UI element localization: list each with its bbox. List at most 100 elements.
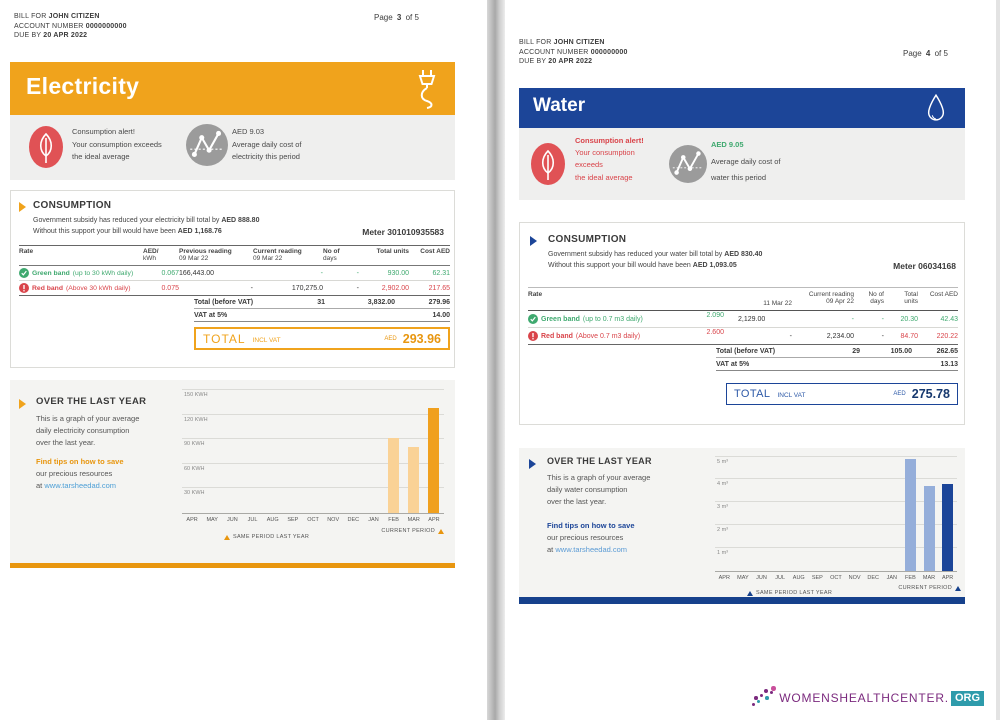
gridline: 2 m³	[715, 524, 957, 533]
of-label: of	[405, 13, 413, 22]
green-curr-reading: -	[320, 269, 323, 277]
account-label: ACCOUNT NUMBER	[14, 22, 84, 30]
col-units: Total units	[376, 248, 409, 255]
page-indicator: Page 3 of 5	[374, 13, 419, 22]
legend-current-label: CURRENT PERIOD	[898, 585, 952, 591]
without-line: Without this support your bill would hav…	[548, 262, 737, 269]
green-band-desc: (up to 0.7 m3 daily)	[582, 315, 643, 323]
x-axis-label: AUG	[266, 517, 279, 523]
alert-line3: the ideal average	[72, 152, 130, 161]
gridline: 30 KWH	[182, 487, 444, 496]
total-units: 3,832.00	[367, 298, 395, 306]
consumption-title: CONSUMPTION	[548, 234, 627, 245]
red-days: -	[881, 332, 884, 340]
chart-description: This is a graph of your average daily el…	[36, 413, 186, 450]
red-rate: 2.600	[706, 329, 724, 336]
col-days-2: days	[323, 255, 337, 262]
legend-current-period: CURRENT PERIOD	[381, 528, 444, 534]
chart-bar-mar	[408, 447, 420, 513]
section-marker-icon	[529, 459, 536, 469]
y-tick-label: 5 m³	[717, 458, 728, 465]
avg-cost-amount: AED 9.03	[232, 127, 265, 136]
green-cost: 42.43	[940, 315, 958, 323]
x-axis-label: FEB	[388, 517, 399, 523]
x-axis-label: MAY	[737, 575, 749, 581]
womenshealthcenter-logo: WOMENSHEALTHCENTER. ORG	[751, 686, 984, 710]
x-axis-label: APR	[718, 575, 730, 581]
x-axis-label: MAY	[206, 517, 218, 523]
col-days: No of	[323, 248, 340, 255]
electricity-chart-xaxis: APR MAY JUN JUL AUG SEP OCT NOV DEC JAN FEB MAR APR	[182, 517, 444, 523]
red-band-row: Red band (Above 30 kWh daily) 0.075 - 17…	[19, 281, 450, 296]
legend-current-period: CURRENT PERIOD	[898, 585, 961, 591]
legend-last-year: SAME PERIOD LAST YEAR	[224, 534, 309, 540]
legend-last-year: SAME PERIOD LAST YEAR	[747, 590, 832, 596]
alert-circle-icon	[19, 283, 29, 293]
water-consumption-section: CONSUMPTION Government subsidy has reduc…	[519, 222, 965, 425]
currency-label: AED	[384, 335, 397, 342]
col-curr-date: 09 Apr 22	[826, 298, 854, 305]
y-tick-label: 120 KWH	[184, 416, 208, 423]
without-text: Without this support your bill would hav…	[33, 228, 176, 235]
x-axis-label: JUL	[775, 575, 786, 581]
col-curr: Current reading	[808, 291, 854, 298]
meter-number: Meter 301010935583	[362, 227, 444, 237]
x-axis-label: DEC	[347, 517, 360, 523]
section-marker-icon	[19, 399, 26, 409]
tips-line3: at www.tarsheedad.com	[547, 545, 627, 554]
col-units: Total	[904, 291, 918, 298]
customer-name: JOHN CITIZEN	[553, 39, 605, 46]
subsidy-line: Government subsidy has reduced your elec…	[33, 217, 259, 224]
red-units: 84.70	[900, 332, 918, 340]
account-number: 0000000000	[85, 22, 127, 30]
grand-total-amount: 293.96	[402, 331, 441, 346]
col-prev-date: 09 Mar 22	[179, 255, 209, 262]
subsidy-line: Government subsidy has reduced your wate…	[548, 251, 762, 258]
total-days: 29	[852, 347, 860, 355]
electricity-banner: Electricity	[10, 62, 455, 115]
red-units: 2,902.00	[381, 284, 409, 292]
due-label: DUE BY	[519, 58, 547, 65]
tarsheed-link[interactable]: www.tarsheedad.com	[555, 545, 628, 554]
red-cost: 220.22	[936, 332, 958, 340]
col-curr-date: 09 Mar 22	[253, 255, 283, 262]
chart-bar-feb	[904, 458, 916, 571]
electricity-chart: 150 KWH 120 KWH 90 KWH 60 KWH 30 KWH APR MAY J…	[182, 386, 448, 546]
without-line: Without this support your bill would hav…	[33, 228, 222, 235]
y-tick-label: 150 KWH	[184, 392, 208, 399]
legend-last-year-label: SAME PERIOD LAST YEAR	[756, 590, 833, 596]
tips-at: at	[36, 481, 43, 490]
y-tick-label: 90 KWH	[184, 441, 205, 448]
tips-line2: our precious resources	[36, 469, 113, 478]
y-tick-label: 1 m³	[717, 550, 728, 557]
consumption-alert-strip: Consumption alert! Your consumption exce…	[519, 128, 965, 200]
tarsheed-link[interactable]: www.tarsheedad.com	[44, 481, 117, 490]
x-axis-label: SEP	[811, 575, 823, 581]
due-date: 20 APR 2022	[548, 58, 593, 65]
x-axis-label: SEP	[287, 517, 299, 523]
gridline: 4 m³	[715, 478, 957, 487]
green-units: 20.30	[900, 315, 918, 323]
red-cost: 217.65	[428, 284, 450, 292]
consumption-title: CONSUMPTION	[33, 200, 112, 211]
green-cost: 62.31	[432, 269, 450, 277]
consumption-alert-strip: Consumption alert! Your consumption exce…	[10, 115, 455, 180]
bill-header: BILL FOR JOHN CITIZEN ACCOUNT NUMBER 000…	[14, 12, 127, 41]
currency-label: AED	[893, 391, 906, 397]
vat-label: VAT at 5%	[194, 311, 228, 319]
of-label: of	[934, 49, 942, 58]
water-chart: 5 m³ 4 m³ 3 m³ 2 m³ 1 m³ APR MAY JUN JUL AUG SEP O…	[715, 452, 961, 602]
col-days-2: days	[870, 298, 884, 305]
tips-headline: Find tips on how to save	[547, 521, 635, 530]
gridline: 60 KWH	[182, 462, 444, 472]
red-band-row: Red band (Above 0.7 m3 daily) 2.600 - 2,…	[528, 328, 958, 345]
total-before-vat-label: Total (before VAT)	[194, 298, 254, 306]
section-marker-icon	[530, 236, 537, 246]
green-rate: 2.090	[706, 312, 724, 319]
account-label: ACCOUNT NUMBER	[519, 48, 589, 56]
customer-name: JOHN CITIZEN	[48, 13, 100, 20]
subsidy-text: Government subsidy has reduced your wate…	[548, 251, 723, 258]
red-rate: 0.075	[161, 284, 179, 292]
avg-cost-amount: AED 9.05	[711, 140, 744, 149]
grand-total-label: TOTAL	[203, 331, 246, 346]
